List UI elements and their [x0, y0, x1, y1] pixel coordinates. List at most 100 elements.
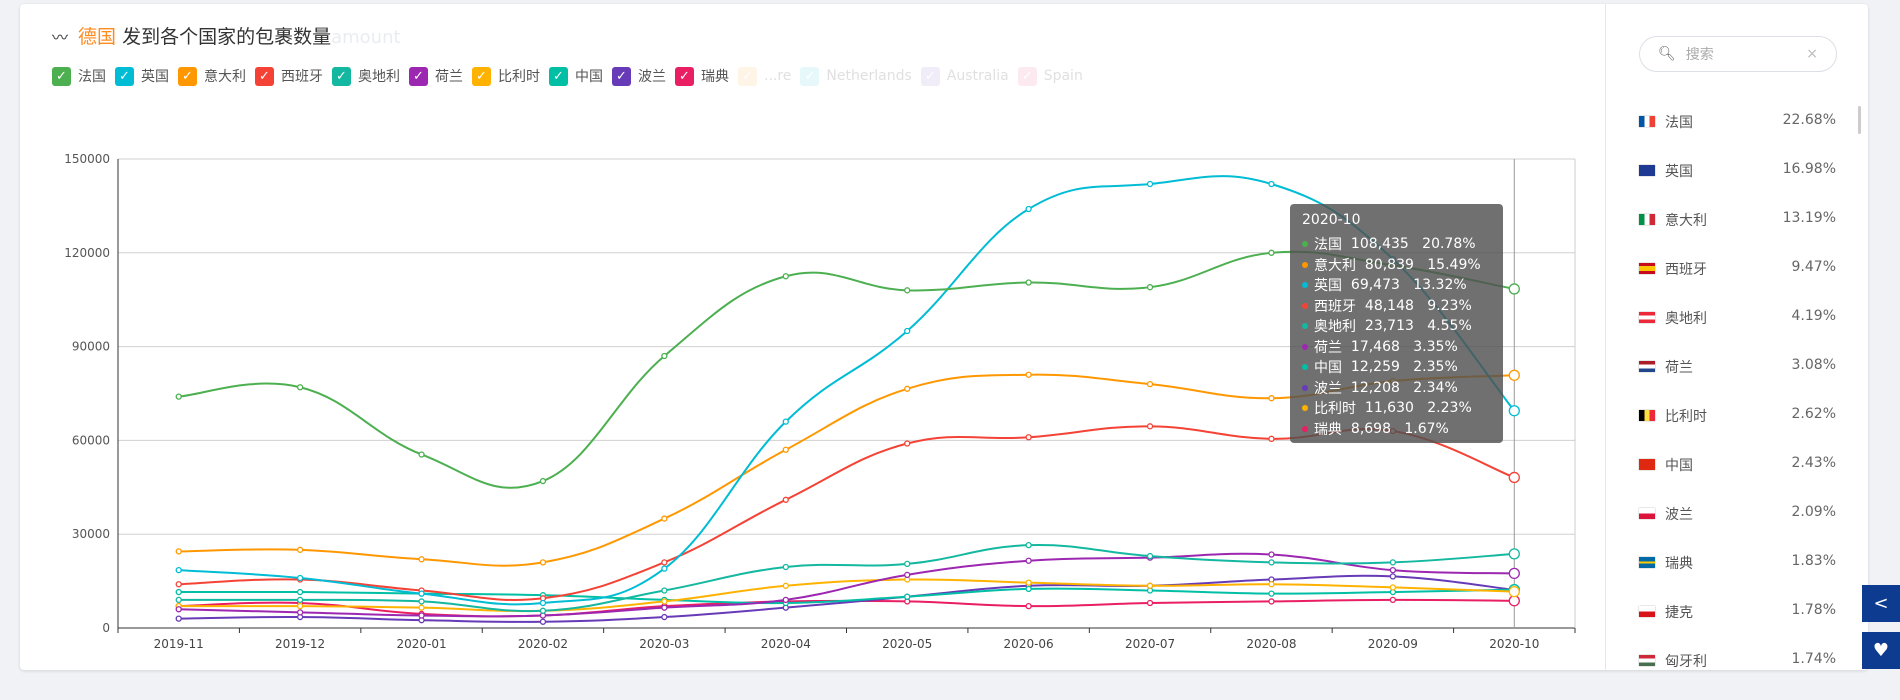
country-row[interactable]: 瑞典 1.83% — [1639, 553, 1836, 602]
legend-item[interactable]: ✓ ...re — [738, 66, 791, 86]
data-point[interactable] — [1268, 551, 1275, 558]
data-point[interactable] — [418, 556, 425, 563]
data-point[interactable] — [418, 612, 425, 619]
data-point[interactable] — [661, 613, 668, 621]
country-row[interactable]: 波兰 2.09% — [1639, 504, 1836, 553]
data-point[interactable] — [782, 273, 789, 280]
data-point[interactable] — [1146, 552, 1154, 560]
data-point[interactable] — [1268, 395, 1275, 402]
legend-item[interactable]: ✓ Netherlands — [800, 66, 912, 86]
legend-item[interactable]: ✓ 瑞典 — [675, 66, 729, 86]
data-point[interactable] — [296, 384, 304, 391]
country-row[interactable]: 西班牙 9.47% — [1639, 259, 1836, 308]
data-point[interactable] — [418, 590, 425, 597]
data-point[interactable] — [782, 582, 789, 589]
data-point[interactable] — [1268, 581, 1275, 588]
data-point[interactable] — [1389, 596, 1397, 604]
country-row[interactable]: 比利时 2.62% — [1639, 406, 1836, 455]
data-point[interactable] — [1025, 579, 1032, 586]
data-point[interactable] — [539, 559, 547, 566]
data-point[interactable] — [1508, 567, 1520, 580]
data-point[interactable] — [296, 546, 304, 553]
data-point[interactable] — [1146, 284, 1154, 291]
country-row[interactable]: 中国 2.43% — [1639, 455, 1836, 504]
data-point[interactable] — [782, 496, 789, 503]
data-point[interactable] — [1025, 371, 1032, 378]
data-point[interactable] — [1025, 205, 1032, 213]
data-point[interactable] — [1025, 434, 1032, 441]
clear-icon[interactable]: × — [1806, 46, 1818, 62]
legend-item[interactable]: ✓ 西班牙 — [255, 66, 323, 86]
data-point[interactable] — [175, 615, 182, 622]
data-point[interactable] — [904, 287, 911, 294]
data-point[interactable] — [661, 352, 668, 360]
data-point[interactable] — [539, 618, 547, 625]
data-point[interactable] — [661, 515, 668, 522]
country-row[interactable]: 英国 16.98% — [1639, 161, 1836, 210]
data-point[interactable] — [418, 598, 425, 605]
country-row[interactable]: 奥地利 4.19% — [1639, 308, 1836, 357]
data-point[interactable] — [661, 604, 668, 611]
data-point[interactable] — [782, 418, 789, 425]
data-point[interactable] — [782, 563, 789, 571]
legend-item[interactable]: ✓ Australia — [920, 66, 1009, 86]
data-point[interactable] — [175, 588, 182, 596]
data-point[interactable] — [1268, 590, 1275, 597]
legend-item[interactable]: ✓ 英国 — [115, 66, 169, 86]
data-point[interactable] — [1146, 599, 1154, 607]
data-point[interactable] — [1268, 180, 1275, 188]
legend-item[interactable]: ✓ 荷兰 — [409, 66, 463, 86]
data-point[interactable] — [1508, 585, 1520, 598]
legend-item[interactable]: ✓ 中国 — [549, 66, 603, 86]
data-point[interactable] — [904, 560, 911, 568]
data-point[interactable] — [661, 565, 668, 572]
data-point[interactable] — [904, 571, 911, 578]
data-point[interactable] — [175, 548, 182, 555]
country-row[interactable]: 荷兰 3.08% — [1639, 357, 1836, 406]
data-point[interactable] — [1268, 598, 1275, 605]
country-row[interactable]: 捷克 1.78% — [1639, 602, 1836, 651]
data-point[interactable] — [296, 609, 304, 616]
legend-item[interactable]: ✓ 波兰 — [612, 66, 666, 86]
data-point[interactable] — [1146, 380, 1154, 388]
data-point[interactable] — [1025, 585, 1032, 593]
data-point[interactable] — [1025, 602, 1032, 610]
data-point[interactable] — [175, 596, 182, 604]
data-point[interactable] — [661, 587, 668, 594]
data-point[interactable] — [1146, 582, 1154, 589]
data-point[interactable] — [1508, 369, 1520, 381]
data-point[interactable] — [1025, 557, 1032, 564]
data-point[interactable] — [782, 446, 789, 453]
data-point[interactable] — [296, 602, 304, 610]
data-point[interactable] — [1268, 249, 1275, 256]
country-row[interactable]: 意大利 13.19% — [1639, 210, 1836, 259]
data-point[interactable] — [296, 588, 304, 596]
favorite-button[interactable]: ♥ — [1862, 632, 1900, 669]
data-point[interactable] — [904, 385, 911, 392]
data-point[interactable] — [1268, 435, 1275, 442]
country-row[interactable]: 匈牙利 1.74% — [1639, 651, 1836, 700]
data-point[interactable] — [1508, 283, 1520, 295]
country-row[interactable]: 法国 22.68% — [1639, 112, 1836, 161]
search-input[interactable]: 🔍︎ 搜索 × — [1639, 36, 1837, 72]
data-point[interactable] — [175, 581, 182, 588]
data-point[interactable] — [1146, 180, 1154, 188]
data-point[interactable] — [904, 593, 911, 600]
data-point[interactable] — [296, 596, 304, 604]
data-point[interactable] — [1389, 567, 1397, 574]
legend-item[interactable]: ✓ Spain — [1017, 66, 1083, 86]
data-point[interactable] — [539, 599, 547, 607]
legend-item[interactable]: ✓ 比利时 — [472, 66, 540, 86]
share-button[interactable]: < — [1862, 585, 1900, 622]
data-point[interactable] — [1508, 595, 1520, 607]
data-point[interactable] — [1508, 548, 1520, 560]
data-point[interactable] — [661, 559, 668, 566]
data-point[interactable] — [1389, 573, 1397, 580]
data-point[interactable] — [904, 440, 911, 447]
data-point[interactable] — [175, 393, 182, 400]
data-point[interactable] — [418, 451, 425, 458]
data-point[interactable] — [1389, 559, 1397, 566]
legend-item[interactable]: ✓ 奥地利 — [332, 66, 400, 86]
data-point[interactable] — [1268, 559, 1275, 566]
data-point[interactable] — [539, 607, 547, 614]
